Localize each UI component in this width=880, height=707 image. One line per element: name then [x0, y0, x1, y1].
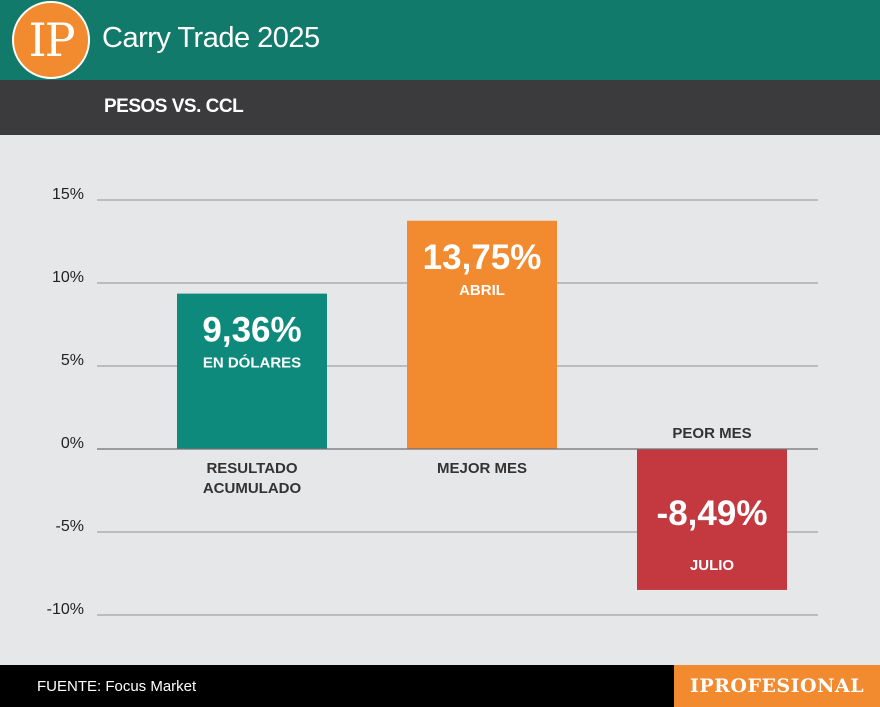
- data-sublabel: JULIO: [690, 557, 735, 574]
- bar: [637, 449, 787, 590]
- y-tick-label: -5%: [56, 518, 84, 535]
- data-sublabel: ABRIL: [459, 282, 505, 299]
- category-label: MEJOR MES: [437, 460, 527, 477]
- category-label: ACUMULADO: [203, 480, 302, 497]
- y-tick-label: 10%: [52, 269, 84, 286]
- source-note: FUENTE: Focus Market: [37, 678, 197, 695]
- bar: [177, 293, 327, 449]
- category-label: RESULTADO: [206, 460, 297, 477]
- data-label: 13,75%: [423, 238, 542, 277]
- category-label: PEOR MES: [672, 425, 751, 442]
- subheader-bar: PESOS VS. CCL: [0, 80, 880, 135]
- y-tick-label: 15%: [52, 186, 84, 203]
- logo-text: IP: [28, 13, 75, 67]
- chart-subtitle: PESOS VS. CCL: [104, 96, 244, 117]
- brand-badge: IPROFESIONAL: [674, 665, 880, 707]
- page-title: Carry Trade 2025: [102, 22, 320, 54]
- brand-logo-text: IPROFESIONAL: [689, 675, 865, 697]
- data-sublabel: EN DÓLARES: [203, 354, 301, 372]
- footer-bar: FUENTE: Focus Market IPROFESIONAL: [0, 665, 880, 707]
- header-bar: IP Carry Trade 2025: [0, 0, 880, 80]
- y-tick-label: 0%: [61, 435, 84, 452]
- ip-logo: IP: [12, 1, 90, 79]
- y-tick-label: 5%: [61, 352, 84, 369]
- data-label: -8,49%: [657, 494, 768, 533]
- y-tick-label: -10%: [47, 601, 84, 618]
- data-label: 9,36%: [202, 311, 301, 350]
- bar: [407, 220, 557, 449]
- bar-chart: 15% 10% 5% 0% -5% -10% 9,36% EN DÓLARES RESULTAD…: [47, 186, 818, 618]
